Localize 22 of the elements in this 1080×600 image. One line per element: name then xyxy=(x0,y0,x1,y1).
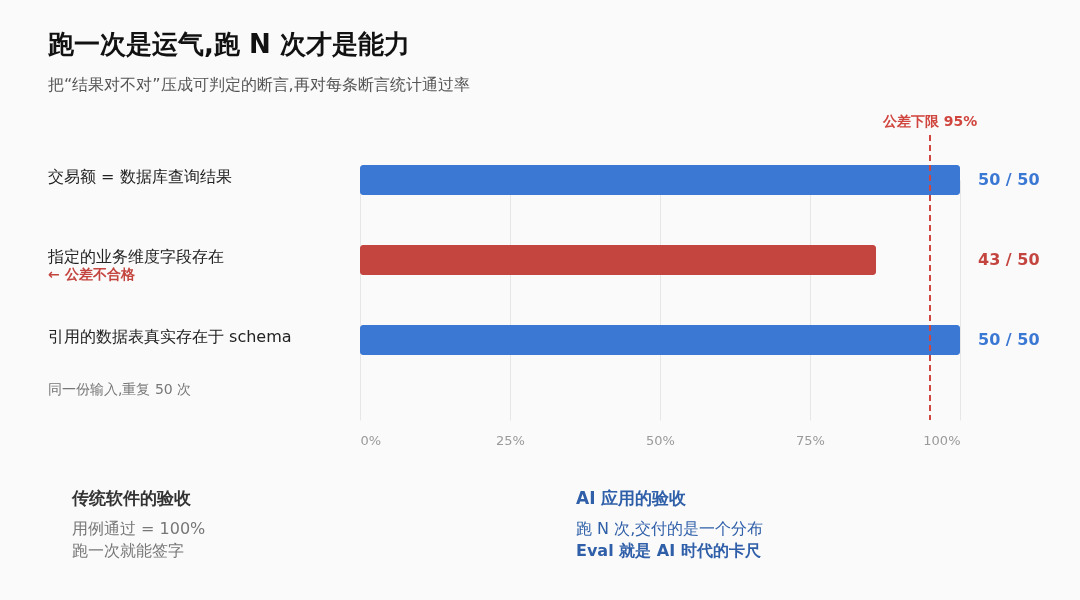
text: 50 / 50 xyxy=(978,170,1040,189)
y-tick-label: 交易额 = 数据库查询结果 xyxy=(48,167,232,186)
x-tick-label: 0% xyxy=(360,432,382,448)
text: 用例通过 = 100% xyxy=(72,519,206,538)
text: 传统软件的验收 xyxy=(71,488,192,508)
x-tick-label: 100% xyxy=(923,432,961,448)
chart-title: 跑一次是运气,跑 N 次才是能力 xyxy=(47,29,410,59)
x-tick-label: 50% xyxy=(646,432,675,448)
text: AI 应用的验收 xyxy=(576,488,688,508)
text: 50 / 50 xyxy=(978,330,1040,349)
y-tick-label: 引用的数据表真实存在于 schema xyxy=(48,327,292,346)
ref-line-label: 公差下限 95% xyxy=(881,113,978,129)
text: 跑一次就能签字 xyxy=(72,541,184,560)
text: 43 / 50 xyxy=(978,250,1040,269)
x-tick-label: 75% xyxy=(796,432,825,448)
text: 同一份输入,重复 50 次 xyxy=(48,381,192,397)
text: ← 公差不合格 xyxy=(48,266,136,282)
y-tick-label: 指定的业务维度字段存在 xyxy=(47,247,224,266)
x-tick-label: 25% xyxy=(496,432,525,448)
text: Eval 就是 AI 时代的卡尺 xyxy=(576,541,762,560)
text: 跑 N 次,交付的是一个分布 xyxy=(576,519,764,538)
chart-subtitle: 把“结果对不对”压成可判定的断言,再对每条断言统计通过率 xyxy=(48,75,470,94)
